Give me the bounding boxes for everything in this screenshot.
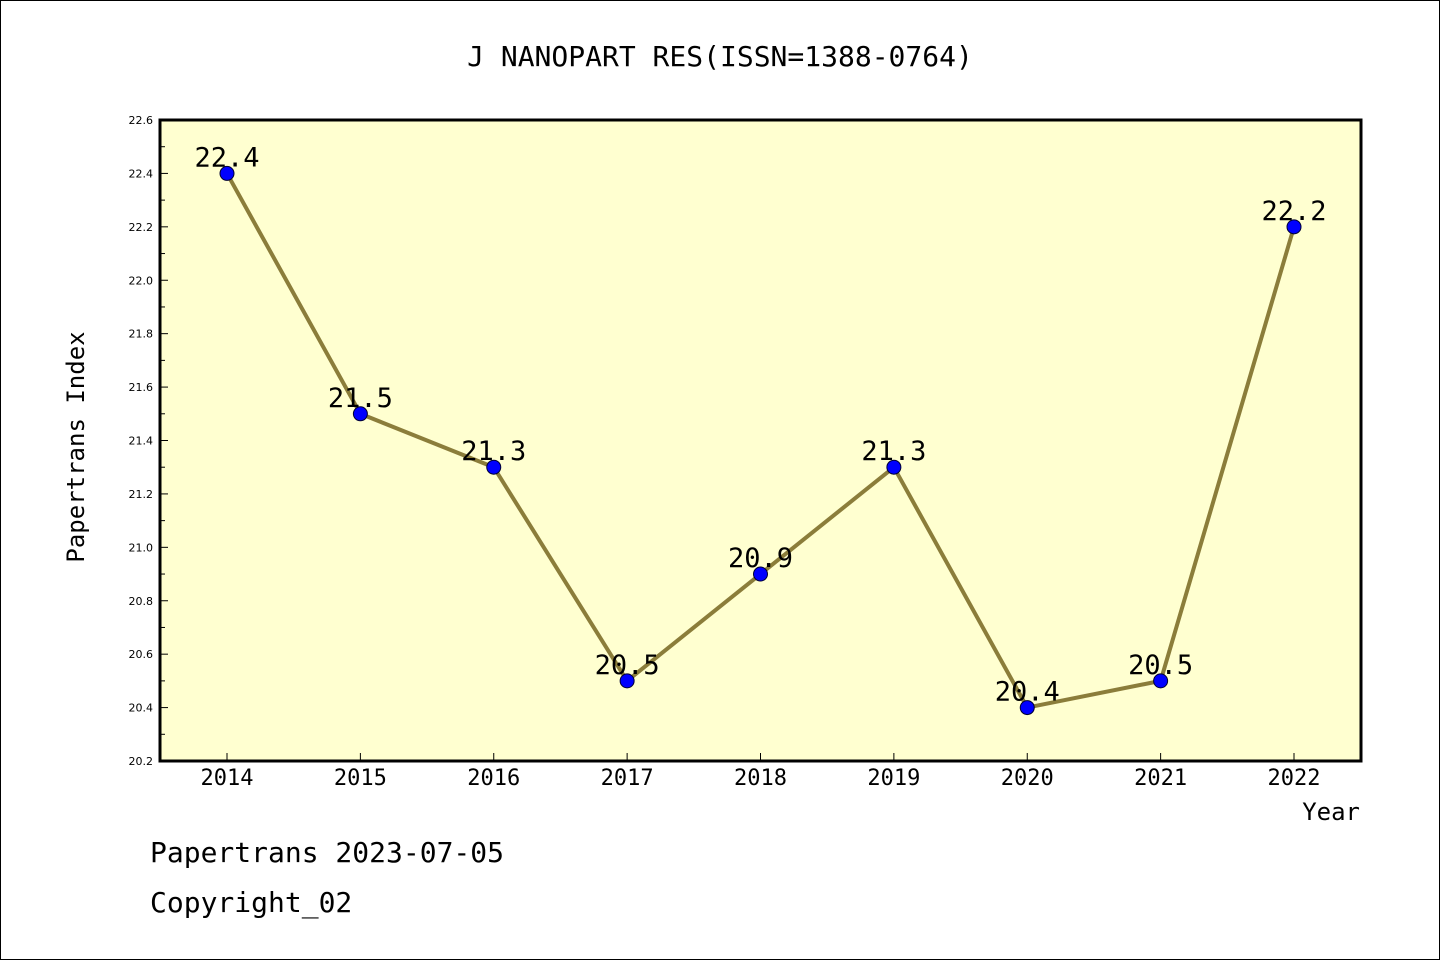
y-tick-label: 20.2 bbox=[129, 755, 154, 768]
data-label: 21.5 bbox=[328, 383, 393, 414]
plot-area bbox=[160, 120, 1361, 761]
x-tick-label: 2016 bbox=[467, 766, 520, 791]
data-labels: 22.4 21.5 21.3 20.5 20.9 21.3 20.4 20.5 22.2 bbox=[194, 142, 1326, 707]
data-point bbox=[352, 406, 368, 422]
data-point bbox=[486, 459, 502, 475]
y-tick-label: 21.6 bbox=[129, 381, 154, 394]
plot-border bbox=[158, 118, 1363, 763]
data-point bbox=[1153, 673, 1169, 689]
data-point bbox=[886, 459, 902, 475]
x-axis-label: Year bbox=[1302, 798, 1360, 826]
x-tick-label: 2022 bbox=[1268, 766, 1321, 791]
series-markers bbox=[219, 165, 1302, 716]
data-label: 20.9 bbox=[728, 543, 793, 574]
data-point bbox=[219, 165, 235, 181]
x-tick-label: 2015 bbox=[334, 766, 387, 791]
y-tick-label: 22.4 bbox=[129, 167, 154, 180]
y-tick-label: 21.0 bbox=[129, 541, 154, 554]
x-tick-label: 2020 bbox=[1001, 766, 1054, 791]
y-tick-label: 20.6 bbox=[129, 648, 154, 661]
data-point bbox=[1286, 219, 1302, 235]
x-axis: 2014 2015 2016 2017 2018 2019 2020 2021 2022 bbox=[201, 753, 1321, 791]
data-label: 22.2 bbox=[1261, 196, 1326, 227]
x-tick-label: 2018 bbox=[734, 766, 787, 791]
x-tick-label: 2021 bbox=[1134, 766, 1187, 791]
chart-title: J NANOPART RES(ISSN=1388-0764) bbox=[467, 40, 973, 73]
data-label: 20.4 bbox=[995, 677, 1060, 708]
y-axis-label: Papertrans Index bbox=[62, 331, 90, 562]
footer-copyright: Copyright_02 bbox=[150, 886, 353, 919]
x-tick-label: 2014 bbox=[201, 766, 254, 791]
data-label: 20.5 bbox=[595, 650, 660, 681]
data-label: 22.4 bbox=[194, 142, 259, 173]
y-tick-label: 22.2 bbox=[129, 221, 154, 234]
y-tick-label: 21.2 bbox=[129, 488, 154, 501]
y-tick-label: 21.8 bbox=[129, 328, 154, 341]
x-tick-label: 2019 bbox=[867, 766, 920, 791]
data-label: 20.5 bbox=[1128, 650, 1193, 681]
y-tick-label: 22.6 bbox=[129, 114, 154, 127]
y-tick-label: 22.0 bbox=[129, 274, 154, 287]
y-axis: 20.2 20.4 20.6 20.8 21.0 21.2 21.4 21.6 21.8 22.0… bbox=[129, 114, 168, 768]
data-point bbox=[619, 673, 635, 689]
data-point bbox=[1019, 700, 1035, 716]
footer-date: Papertrans 2023-07-05 bbox=[150, 836, 505, 869]
y-tick-label: 21.4 bbox=[129, 435, 154, 448]
y-tick-label: 20.8 bbox=[129, 595, 154, 608]
y-tick-label: 20.4 bbox=[129, 702, 154, 715]
data-point bbox=[753, 566, 768, 582]
data-label: 21.3 bbox=[861, 436, 926, 467]
data-label: 21.3 bbox=[461, 436, 526, 467]
x-tick-label: 2017 bbox=[601, 766, 654, 791]
